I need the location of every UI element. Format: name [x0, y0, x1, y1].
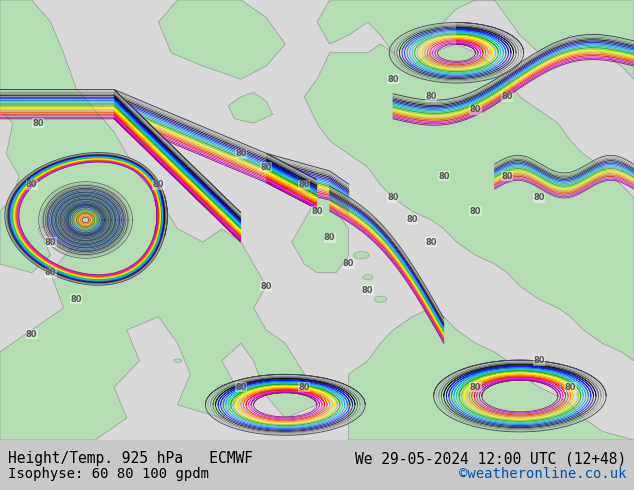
- Polygon shape: [154, 227, 163, 231]
- Polygon shape: [228, 93, 273, 123]
- Polygon shape: [304, 44, 634, 361]
- Polygon shape: [374, 296, 387, 302]
- Text: 80: 80: [299, 180, 310, 189]
- Text: 80: 80: [501, 172, 513, 180]
- Text: 80: 80: [425, 92, 437, 101]
- Text: 80: 80: [533, 194, 545, 202]
- Text: 80: 80: [261, 163, 272, 172]
- Text: 80: 80: [45, 238, 56, 246]
- Text: 80: 80: [501, 92, 513, 101]
- Text: 80: 80: [261, 281, 272, 291]
- Text: 80: 80: [343, 260, 354, 269]
- Text: We 29-05-2024 12:00 UTC (12+48): We 29-05-2024 12:00 UTC (12+48): [355, 451, 626, 466]
- Text: 80: 80: [324, 233, 335, 242]
- Text: 80: 80: [533, 356, 545, 366]
- Text: 80: 80: [565, 383, 576, 392]
- Text: 80: 80: [235, 383, 247, 392]
- Polygon shape: [217, 385, 227, 390]
- Text: 80: 80: [26, 330, 37, 339]
- Text: 80: 80: [235, 149, 247, 158]
- Text: Isophyse: 60 80 100 gpdm: Isophyse: 60 80 100 gpdm: [8, 467, 209, 481]
- Text: 80: 80: [470, 105, 481, 115]
- Polygon shape: [349, 308, 634, 440]
- Text: 80: 80: [153, 180, 164, 189]
- Text: 80: 80: [26, 180, 37, 189]
- Text: 80: 80: [70, 294, 82, 304]
- Text: 80: 80: [32, 119, 44, 128]
- Text: 80: 80: [438, 172, 450, 180]
- Text: 80: 80: [299, 383, 310, 392]
- Text: 80: 80: [425, 238, 437, 246]
- Polygon shape: [174, 359, 181, 363]
- Text: 80: 80: [470, 207, 481, 216]
- Text: 80: 80: [45, 269, 56, 277]
- Polygon shape: [0, 0, 317, 440]
- Polygon shape: [292, 198, 349, 273]
- Text: 80: 80: [387, 74, 399, 84]
- Polygon shape: [158, 0, 285, 79]
- Text: 80: 80: [362, 286, 373, 295]
- Text: 80: 80: [311, 207, 323, 216]
- Text: 80: 80: [387, 194, 399, 202]
- Text: 80: 80: [406, 216, 418, 224]
- Polygon shape: [354, 251, 369, 259]
- Text: Height/Temp. 925 hPa   ECMWF: Height/Temp. 925 hPa ECMWF: [8, 451, 252, 466]
- Polygon shape: [317, 0, 634, 79]
- Text: ©weatheronline.co.uk: ©weatheronline.co.uk: [459, 467, 626, 481]
- Polygon shape: [363, 275, 373, 280]
- Text: 80: 80: [470, 383, 481, 392]
